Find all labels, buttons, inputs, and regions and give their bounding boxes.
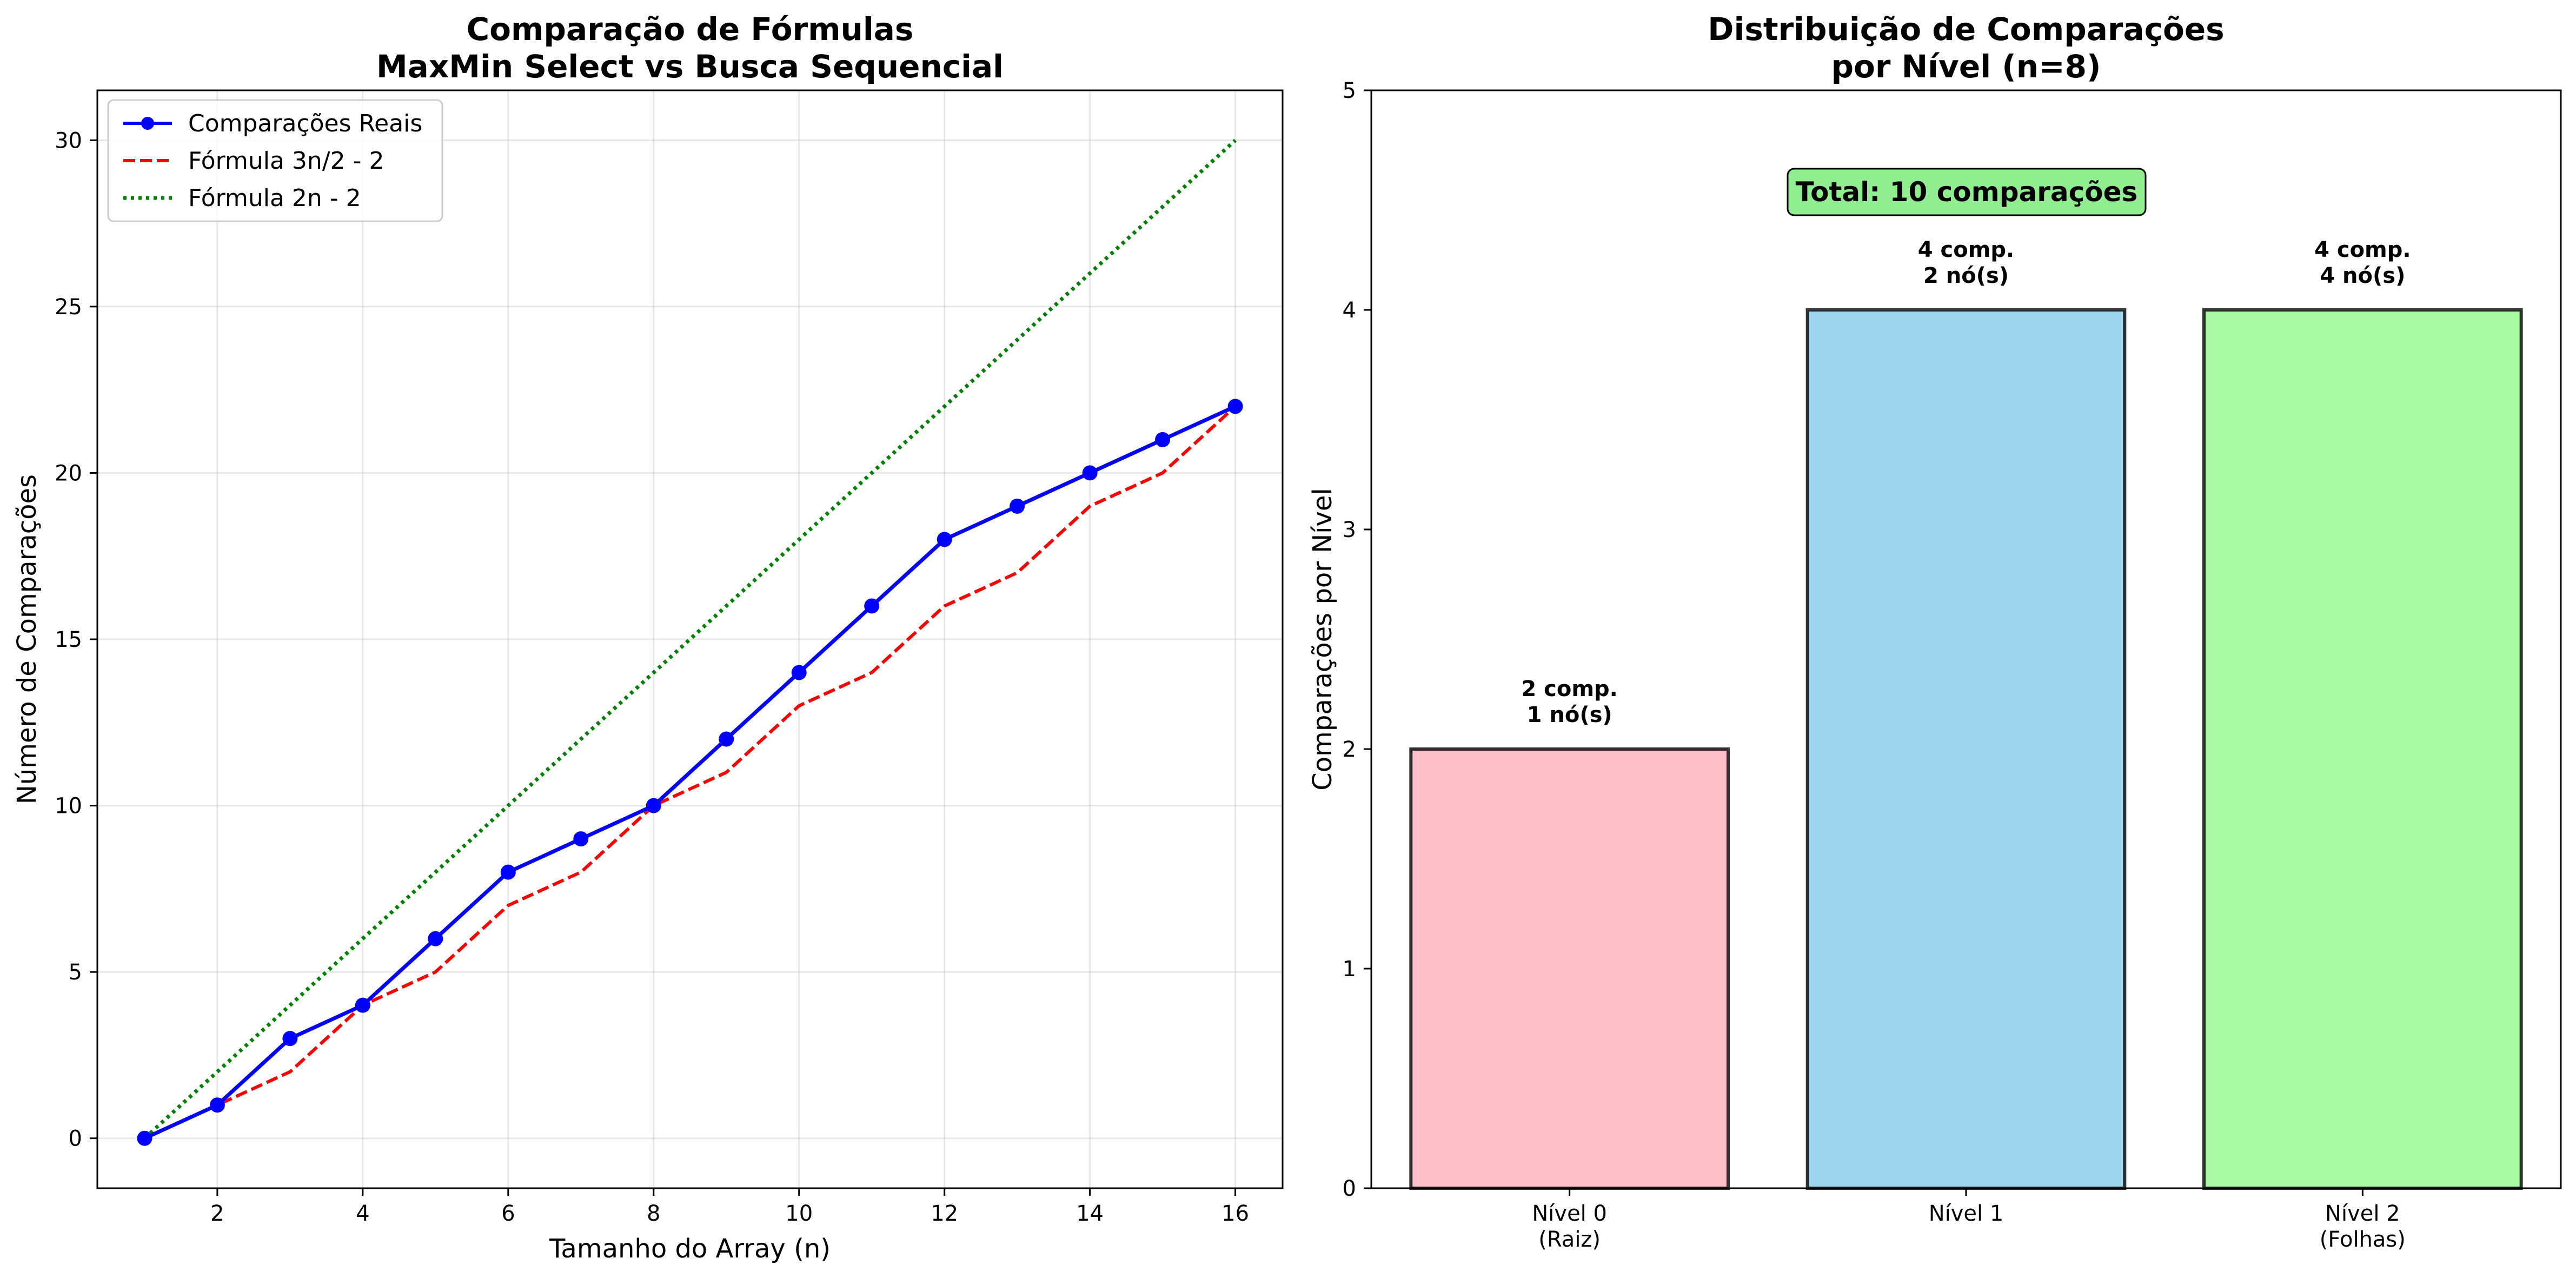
y-tick-label: 2 (1343, 737, 1356, 762)
x-tick-label: 14 (1076, 1201, 1104, 1226)
legend-label-formula-2n: Fórmula 2n - 2 (188, 184, 361, 212)
data-point-comparacoes-reais (209, 1097, 225, 1113)
line-chart-ticks: 2 4 6 8 10 12 14 16 0 5 10 15 20 25 30 (55, 128, 1249, 1226)
line-chart-series (137, 138, 1243, 1146)
x-category-sublabel: (Raiz) (1538, 1227, 1601, 1252)
y-tick-label: 5 (69, 960, 82, 985)
legend-marker-comparacoes-reais (141, 117, 154, 130)
x-category-label: Nível 2 (2325, 1201, 2400, 1226)
data-point-comparacoes-reais (355, 997, 370, 1013)
bar-value-label: 4 comp. (2314, 237, 2411, 262)
bar-chart-title: Distribuição de Comparações (1708, 11, 2224, 48)
x-tick-label: 10 (785, 1201, 813, 1226)
line-chart-subtitle: MaxMin Select vs Busca Sequencial (376, 48, 1004, 85)
x-category-label: Nível 0 (1532, 1201, 1607, 1226)
total-annotation-box (1787, 168, 2147, 216)
bar-node-label: 1 nó(s) (1527, 703, 1612, 727)
data-point-comparacoes-reais (573, 831, 589, 847)
total-annotation: Total: 10 comparações (1787, 168, 2147, 216)
x-tick-label: 16 (1221, 1201, 1249, 1226)
x-category-sublabel: (Folhas) (2320, 1227, 2406, 1252)
bar-value-label: 2 comp. (1521, 677, 1617, 701)
y-tick-label: 10 (55, 794, 82, 819)
x-tick-label: 4 (356, 1201, 369, 1226)
y-tick-label: 3 (1343, 518, 1356, 542)
line-chart-ylabel: Número de Comparações (12, 474, 42, 804)
line-chart-legend: Comparações Reais Fórmula 3n/2 - 2 Fórmu… (107, 99, 443, 222)
legend-box (107, 99, 443, 222)
bar-chart: Distribuição de Comparações por Nível (n… (1307, 11, 2562, 1252)
series-line-formula-3n-2-2 (144, 405, 1237, 1140)
data-point-comparacoes-reais (719, 731, 734, 747)
data-point-comparacoes-reais (1227, 399, 1243, 414)
data-point-comparacoes-reais (864, 598, 880, 614)
data-point-comparacoes-reais (1010, 498, 1025, 514)
data-point-comparacoes-reais (1155, 432, 1171, 447)
bar-chart-ticks: Nível 0(Raiz) Nível 1 Nível 2(Folhas) 0 1 2 3 4… (1343, 78, 2406, 1252)
y-tick-label: 5 (1343, 78, 1356, 103)
y-tick-label: 0 (1343, 1176, 1356, 1201)
y-tick-label: 1 (1343, 957, 1356, 982)
bar-value-label: 4 comp. (1918, 237, 2014, 262)
bar-chart-bars: 2 comp.1 nó(s)4 comp.2 nó(s)4 comp.4 nó(… (1409, 237, 2523, 1190)
y-tick-label: 20 (55, 461, 82, 486)
y-tick-label: 30 (55, 128, 82, 153)
y-tick-label: 0 (69, 1127, 82, 1151)
bar-node-label: 4 nó(s) (2320, 263, 2405, 288)
line-chart: Comparação de Fórmulas MaxMin Select vs … (12, 11, 1284, 1264)
y-tick-label: 15 (55, 627, 82, 652)
data-point-comparacoes-reais (428, 931, 443, 946)
data-point-comparacoes-reais (1082, 465, 1098, 481)
y-tick-label: 4 (1343, 298, 1356, 323)
bar-node-label: 2 nó(s) (1923, 263, 2009, 288)
bar-nivel-0 (1409, 747, 1730, 1190)
series-line-comparacoes-reais (143, 405, 1237, 1140)
x-tick-label: 12 (931, 1201, 958, 1226)
bar-chart-ylabel: Comparações por Nível (1307, 488, 1338, 791)
data-point-comparacoes-reais (282, 1031, 298, 1047)
data-point-comparacoes-reais (791, 665, 807, 680)
data-point-comparacoes-reais (937, 532, 952, 547)
data-point-comparacoes-reais (500, 864, 516, 880)
data-point-comparacoes-reais (137, 1130, 152, 1146)
line-chart-title: Comparação de Fórmulas (467, 11, 914, 48)
bar-chart-subtitle: por Nível (n=8) (1831, 48, 2101, 85)
data-point-comparacoes-reais (646, 798, 661, 813)
x-tick-label: 8 (647, 1201, 660, 1226)
line-chart-xlabel: Tamanho do Array (n) (549, 1234, 831, 1264)
x-category-label: Nível 1 (1929, 1201, 2004, 1226)
x-tick-label: 6 (501, 1201, 515, 1226)
legend-label-comparacoes-reais: Comparações Reais (188, 110, 422, 137)
legend-label-formula-3n2: Fórmula 3n/2 - 2 (188, 147, 384, 175)
bar-nivel-2 (2202, 308, 2523, 1190)
x-tick-label: 2 (210, 1201, 224, 1226)
total-annotation-text: Total: 10 comparações (1796, 176, 2138, 208)
y-tick-label: 25 (55, 295, 82, 320)
bar-nivel-1 (1805, 308, 2127, 1190)
